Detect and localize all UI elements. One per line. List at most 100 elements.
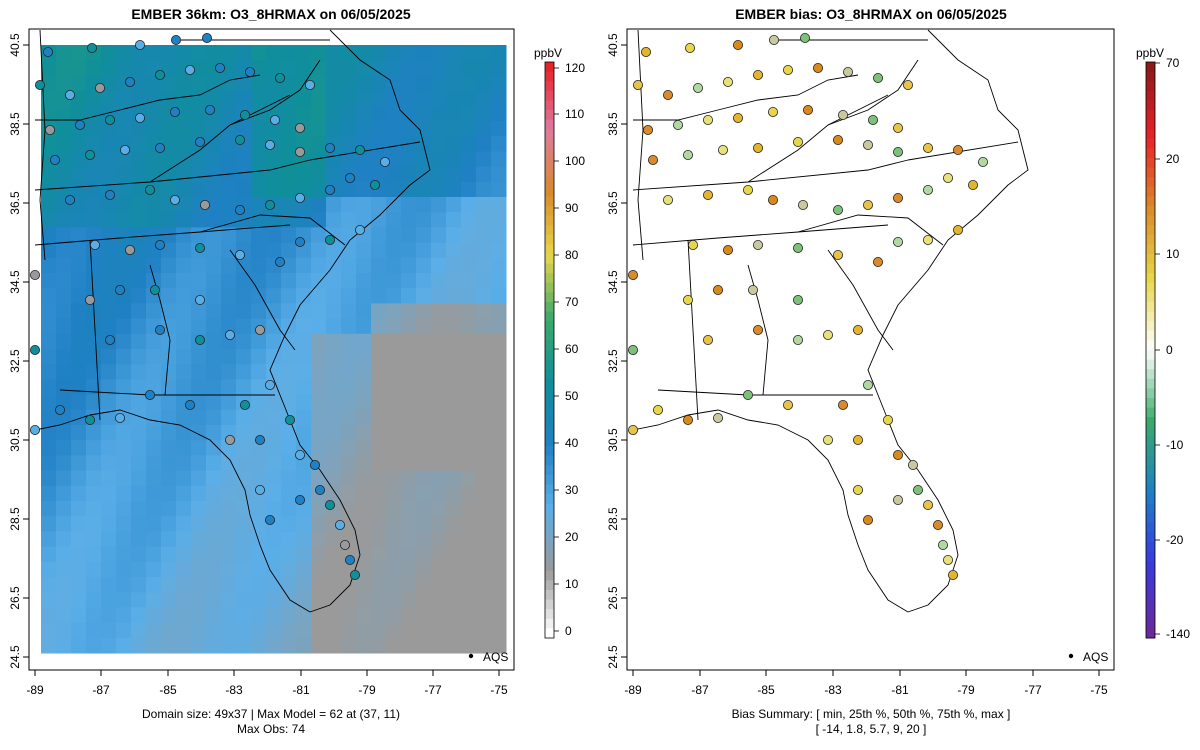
grid-cell: [146, 45, 162, 61]
grid-cell: [491, 546, 507, 563]
observation-point: [29, 344, 40, 355]
grid-cell: [311, 288, 327, 304]
grid-cell: [221, 364, 237, 380]
grid-cell: [371, 394, 387, 411]
grid-cell: [476, 440, 492, 456]
grid-cell: [281, 592, 297, 608]
grid-cell: [71, 622, 87, 639]
colorbar-segment: [545, 100, 554, 111]
grid-cell: [101, 364, 117, 380]
grid-cell: [296, 546, 312, 563]
grid-cell: [401, 425, 417, 441]
grid-cell: [176, 333, 192, 350]
grid-cell: [356, 349, 372, 365]
grid-cell: [371, 227, 387, 244]
grid-cell: [296, 561, 312, 578]
colorbar-segment: [1146, 321, 1155, 332]
grid-cell: [341, 288, 357, 304]
grid-cell: [56, 425, 72, 441]
grid-cell: [221, 349, 237, 365]
grid-cell: [56, 531, 72, 548]
left-observation-points: [29, 33, 390, 581]
left-footer-line2: Max Obs: 74: [237, 722, 305, 736]
observation-point: [87, 43, 98, 54]
grid-cell: [491, 45, 507, 61]
bias-point: [873, 256, 884, 267]
grid-cell: [41, 166, 57, 183]
grid-cell: [371, 379, 387, 396]
grid-cell: [341, 273, 357, 289]
grid-cell: [161, 561, 177, 578]
grid-cell: [221, 394, 237, 411]
grid-cell: [41, 637, 57, 654]
grid-cell: [371, 288, 387, 304]
observation-point: [324, 142, 335, 153]
right-x-ticks: -89 -87 -85 -83 -81 -79 -77 -75: [624, 670, 1108, 697]
grid-cell: [176, 136, 192, 152]
observation-point: [194, 294, 205, 305]
grid-cell: [281, 121, 297, 137]
state-border: [34, 409, 311, 613]
grid-cell: [491, 455, 507, 472]
grid-cell: [446, 394, 462, 411]
bias-point: [743, 389, 754, 400]
grid-cell: [206, 257, 222, 274]
grid-cell: [431, 485, 447, 502]
grid-cell: [461, 425, 477, 441]
colorbar-tick-label: 90: [565, 201, 579, 215]
grid-cell: [191, 561, 207, 578]
grid-cell: [416, 242, 432, 259]
grid-cell: [371, 607, 387, 624]
grid-cell: [446, 561, 462, 578]
grid-cell: [41, 577, 57, 593]
colorbar-segment: [545, 263, 554, 274]
grid-cell: [461, 516, 477, 532]
grid-cell: [326, 151, 342, 168]
colorbar-segment: [1146, 71, 1155, 82]
y-tick-label: 34.5: [8, 270, 22, 294]
grid-cell: [56, 637, 72, 654]
grid-cell: [431, 455, 447, 472]
grid-cell: [86, 516, 102, 532]
colorbar-tick-label: 10: [565, 577, 579, 591]
grid-cell: [191, 303, 207, 320]
state-border: [89, 239, 101, 421]
grid-cell: [296, 288, 312, 304]
grid-cell: [191, 470, 207, 487]
grid-cell: [191, 105, 207, 122]
grid-cell: [131, 394, 147, 411]
grid-cell: [131, 333, 147, 350]
colorbar-segment: [545, 551, 554, 562]
grid-cell: [251, 470, 267, 487]
grid-cell: [191, 637, 207, 654]
grid-cell: [161, 364, 177, 380]
grid-cell: [356, 425, 372, 441]
left-legend-marker: [468, 653, 474, 659]
grid-cell: [41, 181, 57, 198]
grid-cell: [86, 394, 102, 411]
observation-point: [334, 520, 345, 531]
grid-cell: [116, 379, 132, 396]
colorbar-segment: [545, 148, 554, 159]
grid-cell: [41, 425, 57, 441]
grid-cell: [41, 75, 57, 92]
grid-cell: [461, 303, 477, 320]
grid-cell: [251, 227, 267, 244]
grid-cell: [56, 561, 72, 578]
colorbar-segment: [1146, 263, 1155, 274]
grid-cell: [206, 121, 222, 137]
grid-cell: [251, 592, 267, 608]
grid-cell: [41, 364, 57, 380]
grid-cell: [146, 455, 162, 472]
grid-cell: [476, 181, 492, 198]
grid-cell: [161, 181, 177, 198]
grid-cell: [386, 242, 402, 259]
grid-cell: [461, 364, 477, 380]
grid-cell: [491, 242, 507, 259]
grid-cell: [101, 45, 117, 61]
grid-cell: [236, 637, 252, 654]
grid-cell: [86, 364, 102, 380]
grid-cell: [116, 212, 132, 228]
grid-cell: [191, 622, 207, 639]
grid-cell: [86, 561, 102, 578]
